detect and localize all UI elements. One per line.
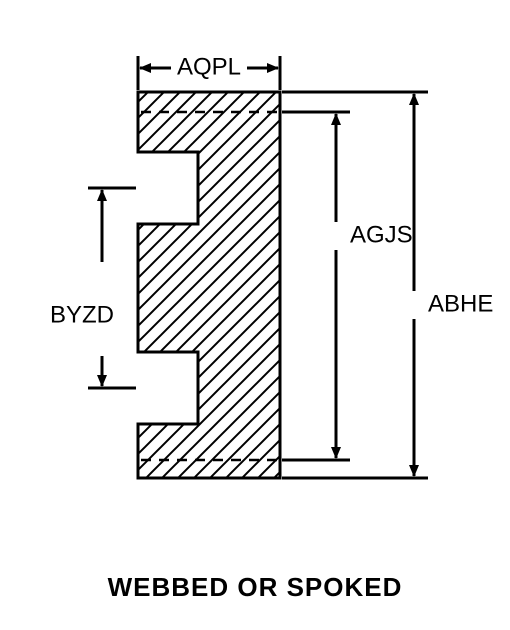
section-body [138,92,280,478]
dim-label-top: AQPL [177,53,241,80]
dim-label-right-outer: ABHE [428,290,493,317]
dim-label-right-inner: AGJS [350,221,413,248]
dim-label-left: BYZD [50,301,114,328]
diagram-caption: WEBBED OR SPOKED [0,572,510,603]
